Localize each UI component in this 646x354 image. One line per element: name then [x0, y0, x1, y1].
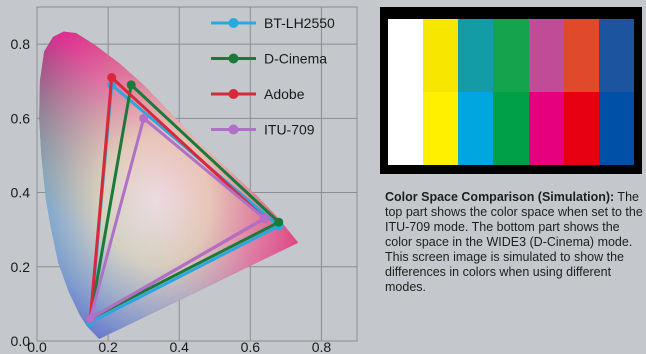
color-bar — [598, 19, 634, 165]
gamut-triangle-d-cinema — [88, 83, 281, 321]
color-bar-top-itu709 — [563, 19, 599, 92]
color-bar-top-itu709 — [598, 19, 634, 92]
axis-labels: 0.0 0.2 0.4 0.6 0.8 0.0 0.2 0.4 0.6 0.8 — [11, 36, 332, 354]
color-bar-bottom-wide3 — [563, 92, 599, 165]
gamut-vertex-itu-709 — [85, 314, 95, 324]
color-bar-bottom-wide3 — [493, 92, 529, 165]
color-bar — [458, 19, 494, 165]
color-bar-top-itu709 — [458, 19, 494, 92]
legend-marker-d-cinema — [228, 53, 239, 64]
color-bar-bottom-wide3 — [388, 92, 424, 165]
legend-marker-adobe — [228, 89, 239, 99]
caption-title: Color Space Comparison (Simulation): — [385, 190, 615, 204]
x-tick-label: 0.0 — [27, 339, 47, 354]
x-tick-label: 0.8 — [312, 339, 332, 354]
y-tick-label: 0.6 — [11, 110, 31, 126]
y-tick-label: 0.4 — [11, 185, 31, 201]
color-bar — [528, 19, 564, 165]
color-bar — [563, 19, 599, 165]
color-bar-bottom-wide3 — [598, 92, 634, 165]
color-bar — [493, 19, 529, 165]
legend-label-itu-709: ITU-709 — [264, 122, 315, 138]
color-bar-bottom-wide3 — [458, 92, 494, 165]
gamut-vertex-itu-709 — [139, 113, 149, 123]
color-bar — [388, 19, 424, 165]
color-bar-top-itu709 — [528, 19, 564, 92]
legend-label-d-cinema: D-Cinema — [264, 51, 327, 67]
y-tick-label: 0.8 — [11, 36, 31, 52]
x-tick-label: 0.2 — [98, 339, 118, 354]
color-bar-top-itu709 — [388, 19, 424, 92]
legend-label-bt-lh2550: BT-LH2550 — [264, 15, 335, 31]
x-tick-label: 0.4 — [169, 339, 189, 354]
gamut-vertex-itu-709 — [260, 214, 270, 224]
legend-label-adobe: Adobe — [264, 86, 305, 102]
color-bars — [388, 19, 634, 165]
caption: Color Space Comparison (Simulation): The… — [385, 190, 646, 295]
gamut-vertex-d-cinema — [126, 80, 136, 90]
color-bar-bottom-wide3 — [423, 92, 459, 165]
legend: BT-LH2550 D-Cinema Adobe ITU-709 — [211, 15, 335, 138]
color-bar-bottom-wide3 — [528, 92, 564, 165]
y-tick-label: 0.2 — [11, 259, 31, 275]
gamut-vertex-d-cinema — [274, 217, 284, 227]
color-bar-top-itu709 — [423, 19, 459, 92]
legend-marker-itu-709 — [228, 124, 239, 135]
y-tick-label: 0.0 — [11, 333, 31, 349]
gamut-triangle-itu-709 — [88, 116, 267, 321]
gamut-triangles — [85, 73, 284, 327]
gamut-chart: 0.0 0.2 0.4 0.6 0.8 0.0 0.2 0.4 0.6 0.8 BT-LH2550… — [11, 6, 358, 354]
legend-marker-bt-lh2550 — [228, 18, 239, 28]
gamut-vertex-adobe — [107, 73, 117, 83]
caption-body: The top part shows the color space when … — [385, 190, 643, 294]
color-bar — [423, 19, 459, 165]
x-tick-label: 0.6 — [241, 339, 261, 354]
color-bar-panel — [380, 7, 642, 174]
color-bar-top-itu709 — [493, 19, 529, 92]
